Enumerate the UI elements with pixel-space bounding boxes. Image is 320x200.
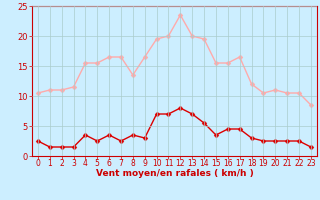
X-axis label: Vent moyen/en rafales ( km/h ): Vent moyen/en rafales ( km/h ) [96, 169, 253, 178]
